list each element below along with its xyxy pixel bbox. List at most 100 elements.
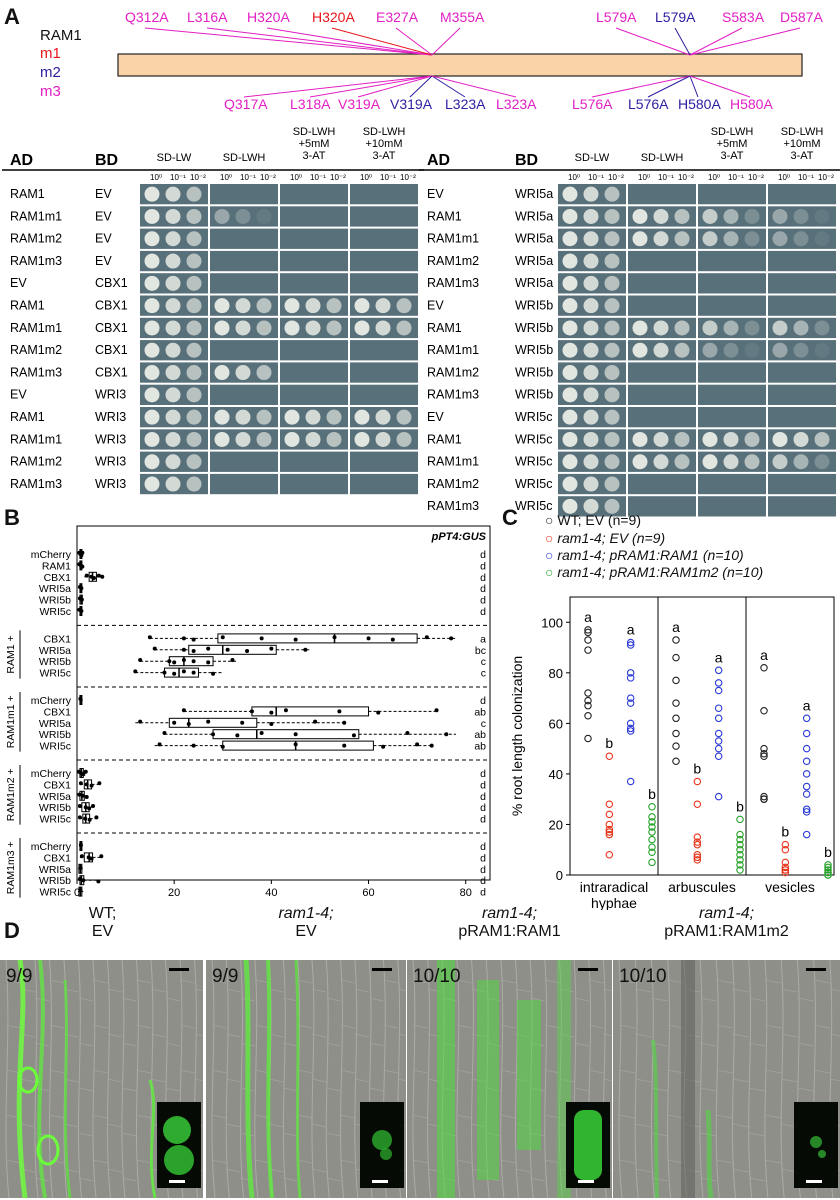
yeast-left-plate-4-1 <box>210 273 278 294</box>
yeast-right-plate-2-3 <box>768 228 836 249</box>
yeast-left-spot-3-0-1 <box>165 253 181 269</box>
yeast-left-plate-2-2 <box>280 228 348 249</box>
yeast-right-spot-11-3-1 <box>793 431 809 447</box>
box-point-2-2-0 <box>138 719 143 724</box>
yeast-right-ad-5: EV <box>427 299 444 313</box>
yeast-left-bd-6: CBX1 <box>95 321 128 335</box>
yeast-right-spot-1-1-1 <box>653 208 669 224</box>
box-letter-2-4: ab <box>474 741 486 753</box>
scatter-point-1-0-3 <box>672 699 680 707</box>
scatter-point-2-3-0 <box>824 861 832 869</box>
yeast-right-spot-6-2-2 <box>744 320 760 336</box>
box-point-3-2-2 <box>84 795 89 799</box>
yeast-right-spot-2-1-0 <box>632 231 648 247</box>
box-letter-0-2: d <box>480 572 486 584</box>
scatter-cat-label-0-1: hyphae <box>591 895 637 910</box>
scatter-point-1-0-4 <box>672 714 680 723</box>
yeast-right-spot-11-0-0 <box>562 431 578 447</box>
box-row-label-4-3: WRI5b <box>39 875 71 887</box>
box-point-2-4-7 <box>429 743 434 748</box>
yeast-right-bd-3: WRI5a <box>515 254 553 268</box>
yeast-right-spot-1-0-2 <box>604 208 620 224</box>
yeast-left-media-0-0: SD-LW <box>157 152 192 164</box>
mut-top-right-line-3 <box>689 27 801 56</box>
yeast-right-media-3-1: +10mM <box>784 138 821 150</box>
yeast-right-dil-3-1: 10⁻¹ <box>798 173 814 182</box>
box-letter-0-0: d <box>480 549 486 561</box>
box-point-0-2-4 <box>100 574 105 579</box>
scatter-cat-label-0-0: intraradical <box>580 879 648 895</box>
yeast-right-spot-1-1-0 <box>632 208 648 224</box>
box-point-4-0-0 <box>78 842 83 847</box>
ram1-protein-bar <box>117 53 803 77</box>
yeast-right-spot-4-0-1 <box>583 275 599 291</box>
yeast-right-ad-2: RAM1m1 <box>427 232 479 246</box>
yeast-left-dil-3-1: 10⁻¹ <box>380 173 396 182</box>
yeast-left-ad-header: AD <box>10 152 33 169</box>
yeast-right-spot-12-2-1 <box>723 454 739 470</box>
yeast-right-media-2-1: +5mM <box>717 138 748 150</box>
box-point-1-2-5 <box>206 660 211 665</box>
yeast-left-media-3-1: +10mM <box>366 138 403 150</box>
scatter-point-2-1-0 <box>781 840 790 849</box>
box-letter-1-3: c <box>481 668 486 680</box>
yeast-left-spot-11-3-0 <box>354 431 370 447</box>
yeast-right-spot-9-0-0 <box>562 387 578 403</box>
yeast-left-spot-6-1-1 <box>235 320 251 336</box>
box-point-2-2-5 <box>269 722 274 726</box>
box-letter-0-1: d <box>480 560 486 572</box>
yeast-right-spot-6-3-0 <box>772 320 788 336</box>
box-point-1-2-2 <box>172 660 177 665</box>
mut-bottom-left-label-3: V319A <box>390 96 433 112</box>
scatter-point-0-3-7 <box>648 848 656 857</box>
yeast-left-spot-0-0-0 <box>144 186 160 202</box>
box-point-1-0-0 <box>147 635 152 640</box>
yeast-left-spot-11-2-0 <box>284 431 300 447</box>
scatter-point-0-2-1 <box>626 641 635 649</box>
box-letter-0-4: d <box>480 595 486 607</box>
yeast-left-plate-12-1 <box>210 451 278 472</box>
box-point-2-4-1 <box>191 743 196 748</box>
legend-ram1-ram1m2: ○ ram1-4; pRAM1:RAM1m2 (n=10) <box>545 564 764 580</box>
box-row-label-4-0: mCherry <box>31 841 72 853</box>
mut-top-right-label-3: D587A <box>780 9 823 25</box>
yeast-left-plate-13-2 <box>280 473 348 495</box>
yeast-left-spot-11-0-0 <box>144 431 160 447</box>
box-row-label-0-0: mCherry <box>31 549 72 561</box>
scatter-point-2-0-0 <box>760 664 768 672</box>
yeast-left-spot-3-0-2 <box>186 253 202 269</box>
box-point-2-2-7 <box>342 720 347 725</box>
box-point-4-3-0 <box>77 877 82 881</box>
yeast-left-spot-10-2-0 <box>284 409 300 425</box>
yeast-right-dil-1-2: 10⁻² <box>678 173 694 182</box>
box-iqr-2-1 <box>251 706 370 717</box>
yeast-left-plate-9-2 <box>280 384 348 405</box>
scatter-point-0-1-6 <box>605 830 614 839</box>
yeast-left-spot-5-2-1 <box>305 298 321 314</box>
mut-top-left-line-3 <box>331 27 433 56</box>
scatter-point-2-1-1 <box>781 845 790 854</box>
scatter-point-2-1-6 <box>781 868 790 877</box>
yeast-right-ad-14: RAM1m3 <box>427 499 479 513</box>
scatter-point-2-2-4 <box>802 770 811 778</box>
yeast-left-bd-9: WRI3 <box>95 388 126 402</box>
box-point-4-3-1 <box>81 878 86 883</box>
box-row-label-2-4: WRI5c <box>40 741 72 753</box>
scatter-letter-0-0: a <box>584 609 592 625</box>
box-point-1-1-2 <box>191 649 196 653</box>
box-point-3-4-2 <box>87 817 92 822</box>
yeast-right-dil-2-0: 10⁰ <box>708 173 720 182</box>
yeast-right-spot-4-0-2 <box>604 275 620 291</box>
box-group-label-4: RAM1m3 + <box>5 841 17 894</box>
yeast-right-spot-8-0-0 <box>562 365 578 381</box>
yeast-right-spot-7-3-0 <box>772 342 788 358</box>
mut-top-left-line-1 <box>206 27 433 56</box>
scatter-point-2-2-8 <box>802 808 811 816</box>
yeast-right-ad-1: RAM1 <box>427 209 462 223</box>
legend-m2: m2 <box>40 64 61 81</box>
yeast-left-dil-2-1: 10⁻¹ <box>310 173 326 182</box>
yeast-right-media-3-0: SD-LWH <box>781 126 824 138</box>
scatter-point-0-2-7 <box>626 724 635 733</box>
box-point-1-0-5 <box>293 637 298 642</box>
scatter-point-0-1-7 <box>605 851 614 859</box>
